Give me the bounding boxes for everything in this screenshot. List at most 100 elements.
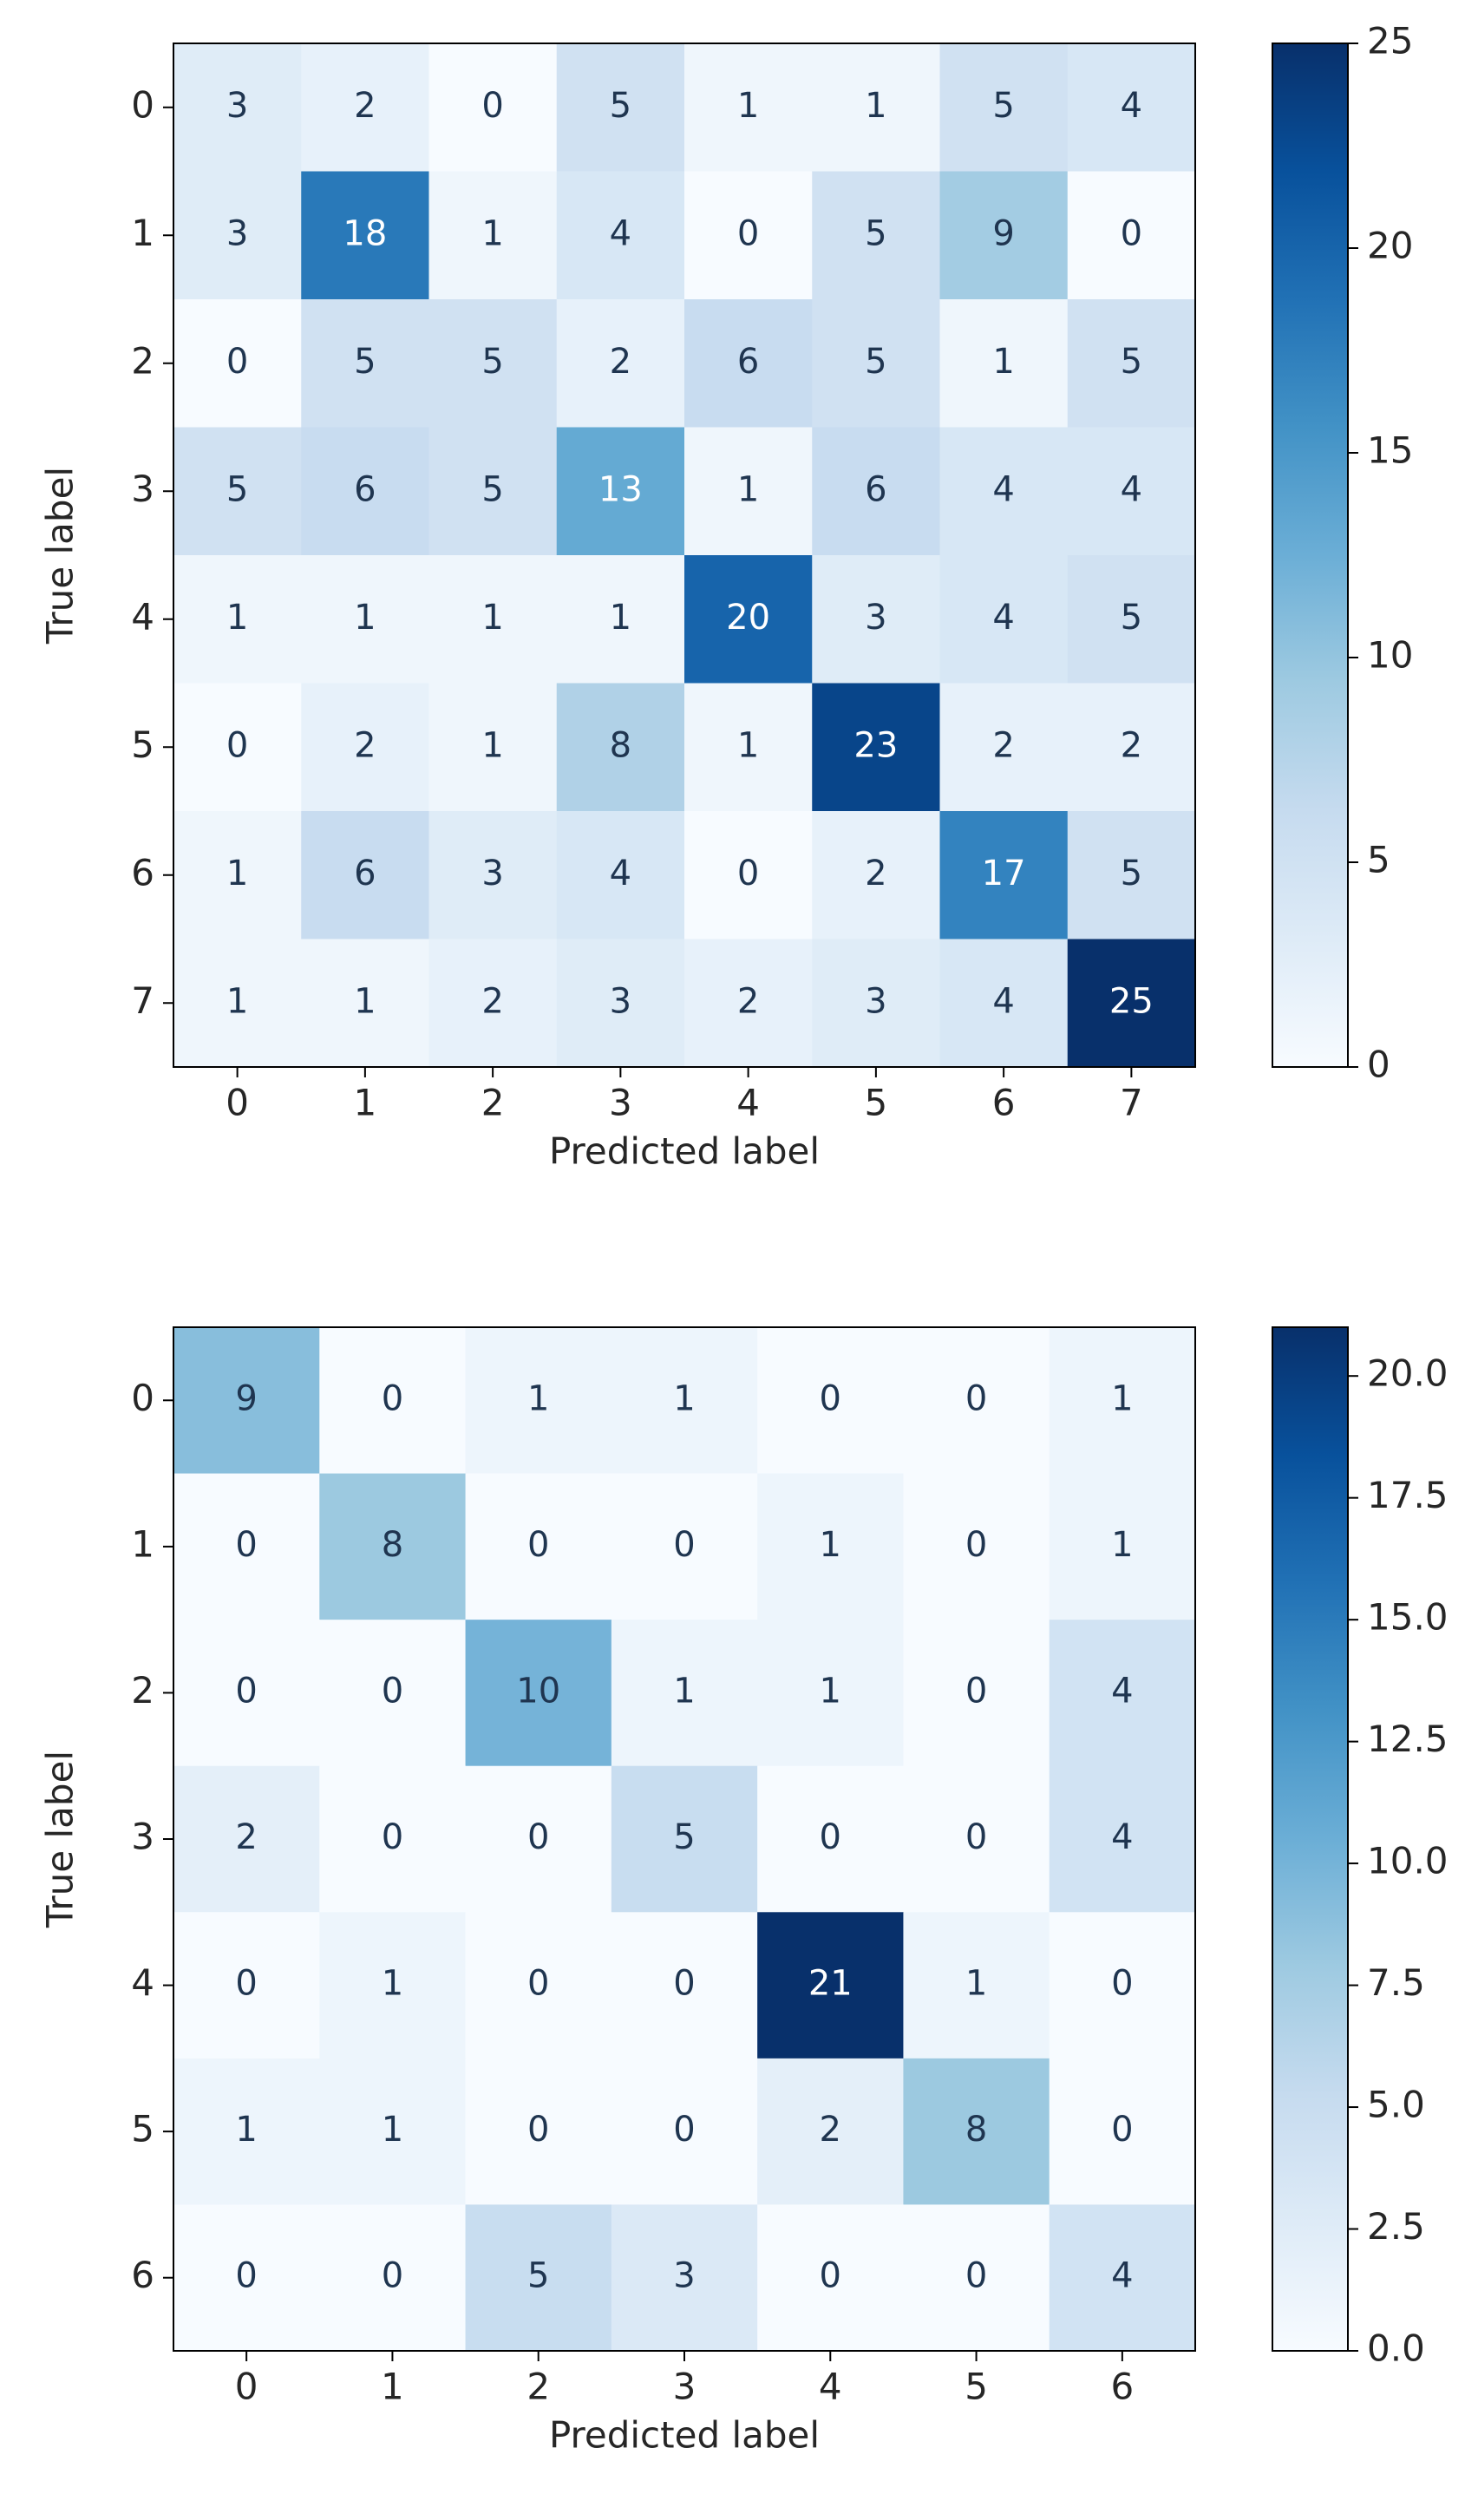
cell	[1049, 2204, 1196, 2352]
cell	[173, 555, 302, 684]
cell-label: 1	[481, 725, 503, 765]
cell	[556, 939, 685, 1068]
cell	[428, 939, 558, 1068]
cell-label: 1	[737, 725, 759, 765]
y-tick-label: 5	[131, 2108, 154, 2150]
cell	[173, 1473, 320, 1620]
colorbar-tick-label: 17.5	[1367, 1474, 1449, 1516]
cell-label: 1	[481, 598, 503, 638]
y-tick-label: 0	[131, 83, 154, 126]
cell-label: 4	[1111, 1817, 1133, 1857]
cell	[812, 683, 940, 812]
cell-label: 3	[226, 213, 248, 253]
x-axis-label: Predicted label	[549, 1130, 820, 1173]
cell-label: 1	[226, 854, 248, 893]
cell-label: 1	[382, 1964, 403, 2004]
cell	[611, 2058, 758, 2205]
colorbar-tick-label: 15.0	[1367, 1596, 1449, 1639]
cell-label: 5	[354, 342, 376, 382]
colorbar-tick-label: 10.0	[1367, 1840, 1449, 1882]
cell	[301, 171, 429, 300]
cell-label: 1	[865, 86, 886, 126]
cell	[757, 1912, 904, 2059]
cell	[428, 299, 558, 428]
cell	[465, 1765, 612, 1913]
cell	[812, 555, 940, 684]
cell	[812, 171, 940, 300]
cell-label: 0	[737, 213, 759, 253]
cell-label: 2	[610, 342, 631, 382]
cell-label: 1	[1111, 1378, 1133, 1418]
cell-label: 5	[1121, 854, 1142, 893]
y-tick-label: 4	[131, 595, 154, 638]
cell-label: 2	[992, 725, 1014, 765]
cell	[903, 1765, 1050, 1913]
colorbar-tick-label: 0	[1367, 1044, 1390, 1086]
x-tick-label: 4	[819, 2366, 842, 2408]
cell-label: 6	[737, 342, 759, 382]
cell-label: 4	[1111, 2256, 1133, 2296]
cell	[301, 939, 429, 1068]
cell-label: 0	[1111, 2110, 1133, 2150]
cell	[319, 2204, 467, 2352]
cell-label: 4	[1121, 86, 1142, 126]
colorbar	[1272, 1326, 1349, 2352]
colorbar-tick-label: 5	[1367, 839, 1390, 881]
x-tick-label: 6	[1110, 2366, 1134, 2408]
cell	[939, 939, 1069, 1068]
cell-label: 0	[235, 1671, 257, 1711]
cell-label: 1	[737, 86, 759, 126]
colorbar-tick-label: 0.0	[1367, 2327, 1425, 2370]
cell-label: 5	[865, 213, 886, 253]
cell-label: 0	[965, 1525, 987, 1565]
cell	[173, 1765, 320, 1913]
cell	[812, 811, 940, 939]
cell-label: 25	[1109, 981, 1154, 1021]
colorbar-tick-label: 2.5	[1367, 2205, 1425, 2248]
cell-label: 4	[1121, 469, 1142, 509]
cell	[319, 1327, 467, 1475]
cell-label: 5	[673, 1817, 695, 1857]
cell	[757, 1327, 904, 1475]
cell-label: 6	[354, 854, 376, 893]
cell-label: 0	[673, 2110, 695, 2150]
cell	[757, 1620, 904, 1767]
cell-label: 3	[865, 981, 886, 1021]
cell-label: 1	[527, 1378, 549, 1418]
y-axis-label: True label	[39, 467, 82, 645]
cell	[611, 1327, 758, 1475]
cell-label: 0	[737, 854, 759, 893]
cell	[428, 427, 558, 556]
cell-label: 2	[737, 981, 759, 1021]
cell	[556, 811, 685, 939]
cell	[939, 427, 1069, 556]
cell	[173, 2204, 320, 2352]
cell-label: 9	[235, 1378, 257, 1418]
cell-label: 4	[992, 598, 1014, 638]
cell-label: 4	[610, 854, 631, 893]
cell-label: 0	[820, 1378, 841, 1418]
colorbar	[1272, 43, 1349, 1068]
cell	[428, 43, 558, 172]
cell-label: 0	[820, 2256, 841, 2296]
cell	[903, 2204, 1050, 2352]
cell	[812, 43, 940, 172]
x-tick-label: 4	[736, 1082, 760, 1124]
cell	[173, 1620, 320, 1767]
cell	[1067, 939, 1196, 1068]
cell	[319, 2058, 467, 2205]
x-tick-label: 1	[381, 2366, 404, 2408]
cell	[556, 555, 685, 684]
cell-label: 5	[992, 86, 1014, 126]
cell	[684, 939, 813, 1068]
y-axis-label: True label	[39, 1751, 82, 1928]
cell-label: 1	[1111, 1525, 1133, 1565]
cell	[812, 939, 940, 1068]
cell	[173, 1327, 320, 1475]
cell-label: 23	[853, 725, 898, 765]
cell	[301, 43, 429, 172]
cell	[173, 2058, 320, 2205]
x-tick-label: 0	[226, 1082, 249, 1124]
y-tick-label: 2	[131, 339, 154, 382]
